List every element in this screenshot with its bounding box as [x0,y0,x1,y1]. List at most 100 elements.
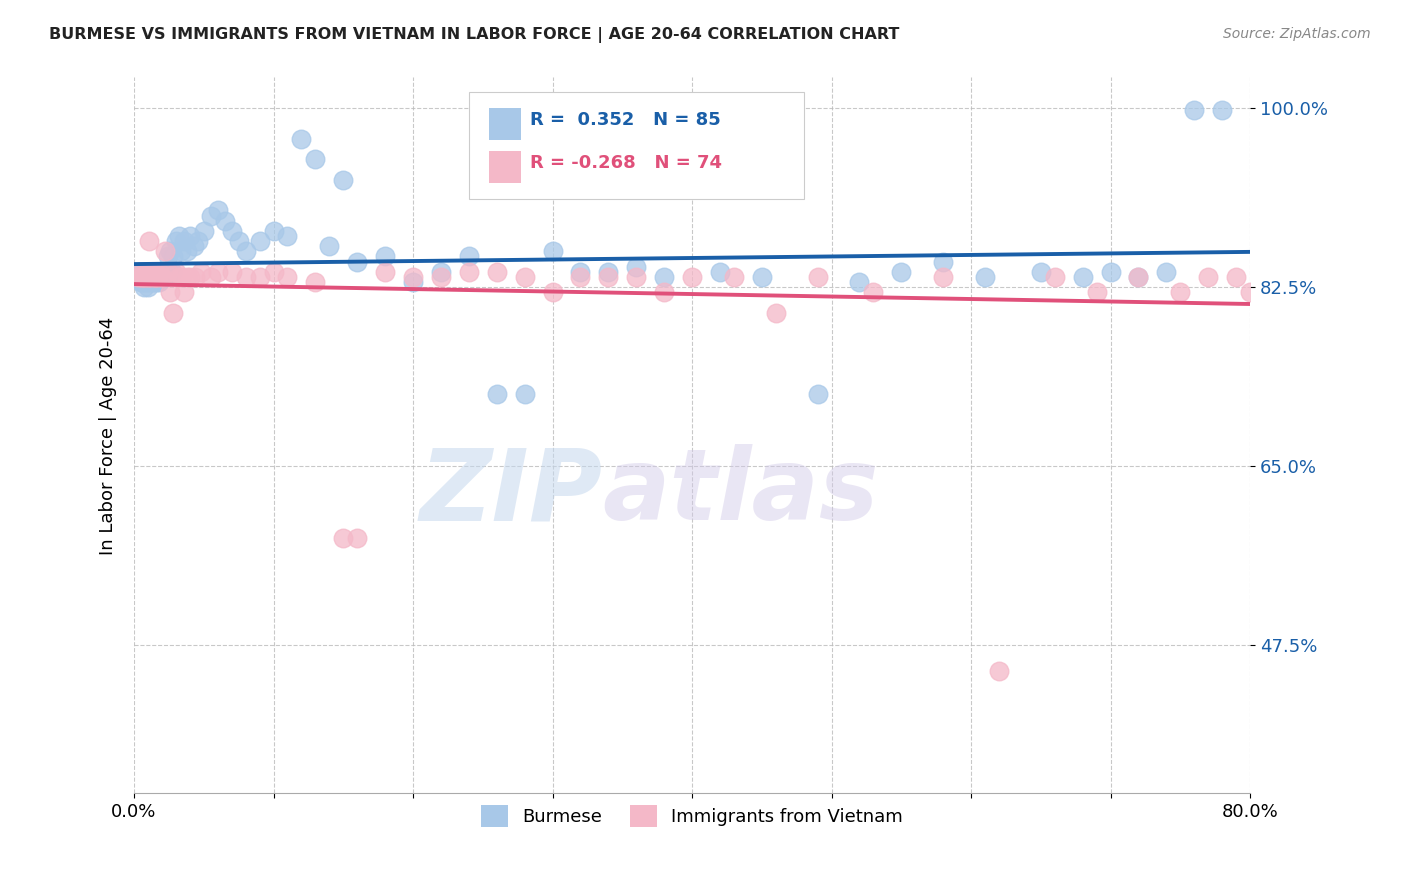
Point [143,269,166,284]
Point [1323,269,1346,284]
Point [235,244,257,259]
Point [134,265,156,279]
FancyBboxPatch shape [489,108,522,140]
Point [138,234,160,248]
Point [1197,269,1219,284]
Point [155,265,177,279]
Point [513,387,536,401]
Point [134,265,156,279]
Point [176,244,198,259]
Point [138,269,160,284]
Point [145,265,167,279]
Point [176,269,198,284]
Point [626,269,648,284]
Point [135,269,157,284]
Text: BURMESE VS IMMIGRANTS FROM VIETNAM IN LABOR FORCE | AGE 20-64 CORRELATION CHART: BURMESE VS IMMIGRANTS FROM VIETNAM IN LA… [49,27,900,43]
Point [167,229,190,244]
Point [249,269,271,284]
Point [1071,269,1094,284]
Point [848,275,870,289]
Point [709,265,731,279]
Point [170,244,193,259]
Point [173,234,195,248]
Point [143,265,166,279]
Point [346,531,368,545]
Point [135,275,157,289]
Point [598,265,620,279]
Point [190,265,212,279]
Point [134,269,156,284]
Point [457,265,479,279]
Point [374,249,396,263]
Point [374,265,396,279]
Point [430,269,453,284]
Point [167,269,190,284]
Point [128,265,150,279]
Point [148,265,170,279]
Point [1128,269,1150,284]
Point [221,224,243,238]
Text: ZIP: ZIP [420,444,603,541]
Point [128,265,150,279]
Point [541,285,564,300]
Point [228,234,250,248]
Point [235,269,257,284]
FancyBboxPatch shape [489,151,522,183]
Point [569,265,592,279]
Point [136,265,159,279]
Point [485,265,508,279]
Point [318,239,340,253]
Point [200,269,222,284]
Point [932,269,955,284]
Point [179,269,201,284]
Point [1295,269,1317,284]
Point [806,387,828,401]
Point [723,269,745,284]
Point [129,269,152,284]
Point [183,239,205,253]
Point [173,285,195,300]
Point [129,269,152,284]
Point [485,387,508,401]
Point [138,265,160,279]
Point [263,224,285,238]
Point [159,244,181,259]
Point [132,269,155,284]
Point [1128,269,1150,284]
Point [1281,269,1303,284]
Point [987,664,1010,678]
Point [141,265,163,279]
Point [1156,265,1178,279]
Point [214,213,236,227]
Point [513,269,536,284]
Point [1043,269,1066,284]
Point [132,280,155,294]
Point [332,531,354,545]
Point [276,229,298,244]
Point [1085,285,1108,300]
Point [152,265,174,279]
Point [652,285,675,300]
Point [346,254,368,268]
Point [159,285,181,300]
Point [402,275,425,289]
Point [207,265,229,279]
Point [141,269,163,284]
Point [143,265,166,279]
Text: R = -0.268   N = 74: R = -0.268 N = 74 [530,154,723,172]
Point [1099,265,1122,279]
Text: atlas: atlas [603,444,879,541]
Point [145,275,167,289]
Point [430,265,453,279]
Point [153,269,176,284]
Point [806,269,828,284]
Point [127,269,149,284]
Point [304,275,326,289]
Legend: Burmese, Immigrants from Vietnam: Burmese, Immigrants from Vietnam [474,798,910,834]
Point [127,269,149,284]
Point [150,269,173,284]
Y-axis label: In Labor Force | Age 20-64: In Labor Force | Age 20-64 [100,317,117,555]
Point [200,209,222,223]
Point [1211,103,1233,118]
Point [193,224,215,238]
